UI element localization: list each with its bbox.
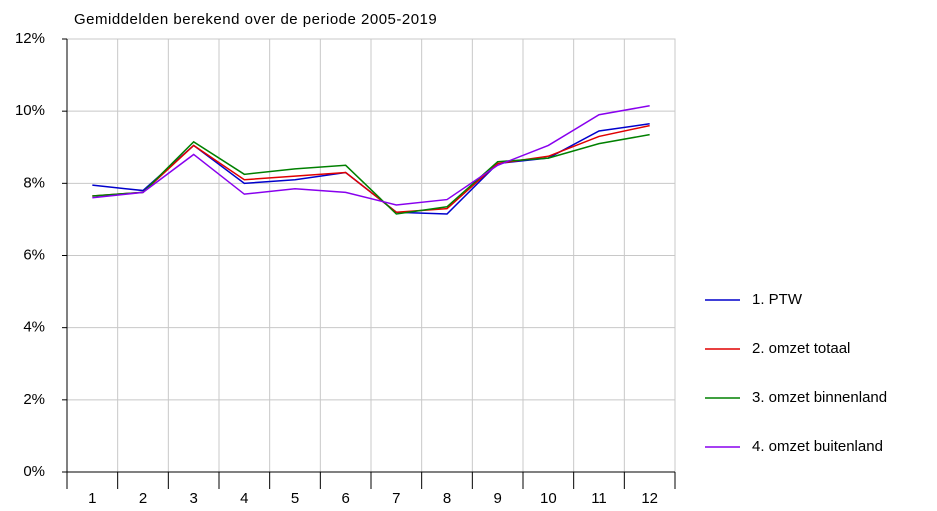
x-tick-label: 2 — [139, 490, 147, 507]
legend-label: 1. PTW — [752, 291, 803, 308]
y-tick-label: 6% — [23, 246, 45, 263]
series-line — [92, 133, 650, 215]
x-tick-label: 3 — [189, 490, 197, 507]
legend-label: 3. omzet binnenland — [752, 389, 887, 406]
legend-label: 4. omzet buitenland — [752, 438, 883, 455]
x-tick-label: 1 — [88, 490, 96, 507]
y-tick-label: 12% — [15, 30, 45, 47]
x-tick-label: 6 — [341, 490, 349, 507]
series-line — [92, 105, 650, 206]
legend-label: 2. omzet totaal — [752, 340, 850, 357]
x-tick-label: 12 — [641, 490, 658, 507]
x-tick-label: 11 — [591, 490, 607, 507]
x-tick-label: 10 — [540, 490, 557, 507]
x-tick-label: 8 — [443, 490, 451, 507]
x-tick-label: 5 — [291, 490, 299, 507]
x-tick-label: 7 — [392, 490, 400, 507]
y-tick-label: 0% — [23, 463, 45, 480]
y-tick-label: 10% — [15, 102, 45, 119]
y-tick-label: 4% — [23, 319, 45, 336]
x-tick-label: 4 — [240, 490, 248, 507]
x-tick-label: 9 — [493, 490, 501, 507]
y-tick-label: 2% — [23, 391, 45, 408]
chart-title: Gemiddelden berekend over de periode 200… — [74, 11, 437, 28]
y-tick-label: 8% — [23, 174, 45, 191]
series-line — [92, 124, 650, 213]
